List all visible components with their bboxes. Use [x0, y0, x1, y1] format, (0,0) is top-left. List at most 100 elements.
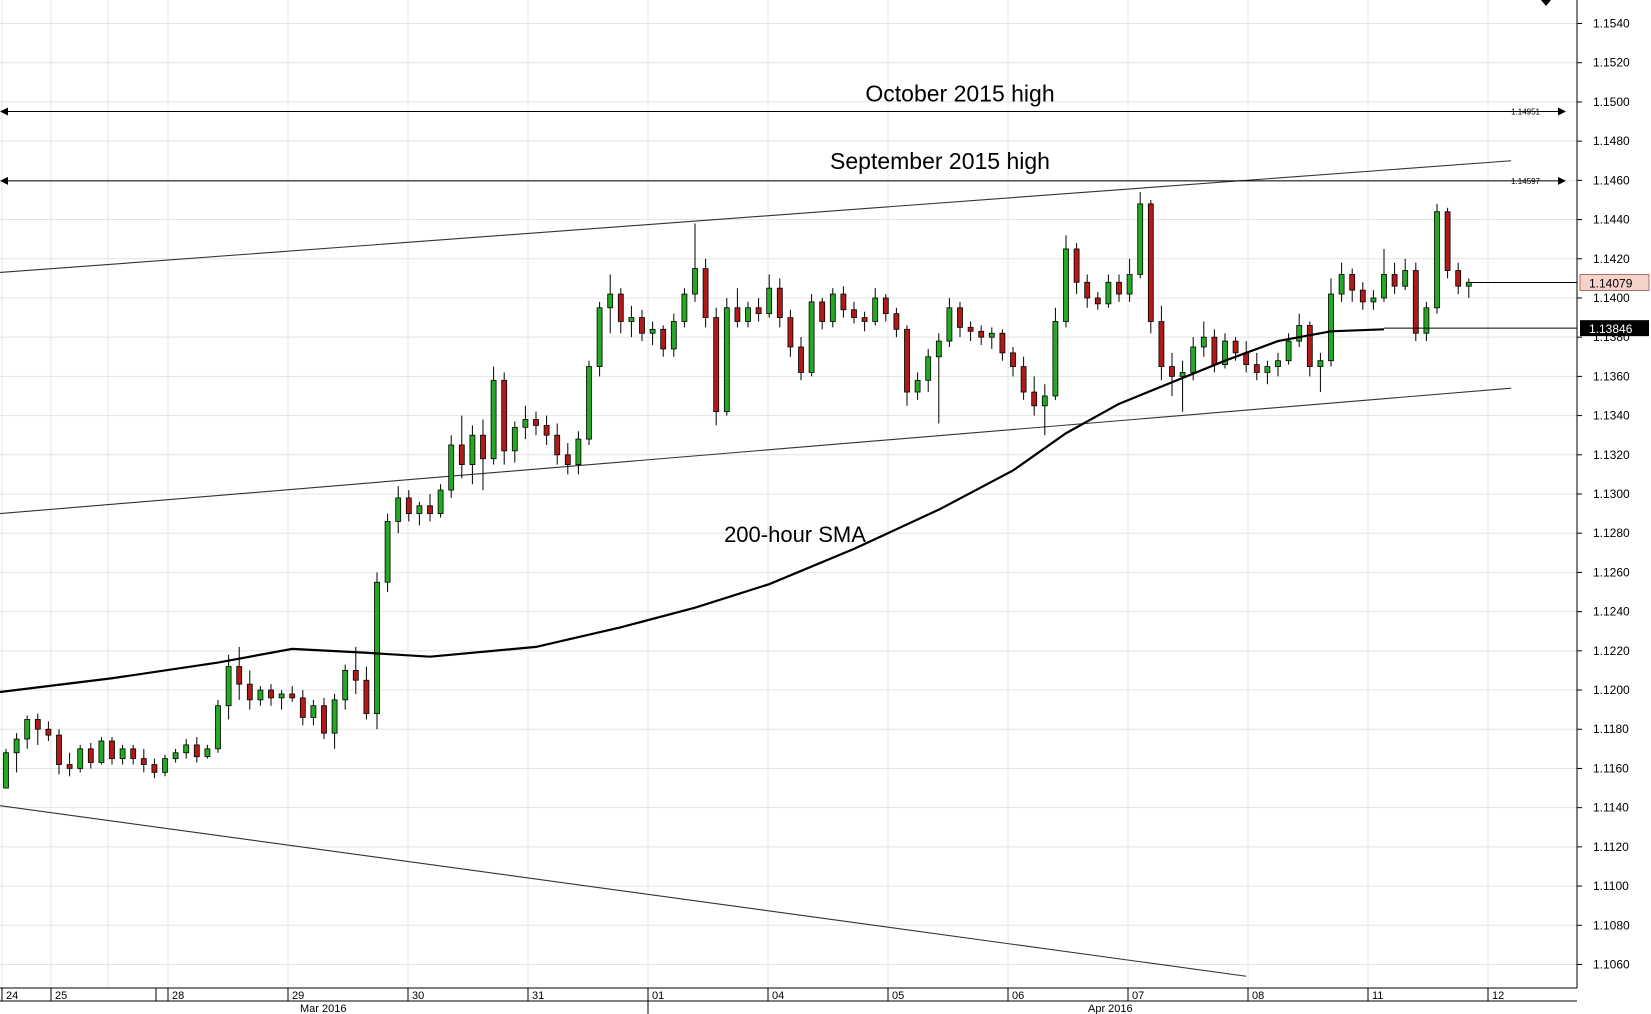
- candle-body-up: [692, 268, 698, 295]
- candle: [978, 325, 985, 346]
- candle: [904, 325, 910, 406]
- candle-body-up: [77, 748, 84, 769]
- candle-body-up: [1063, 248, 1069, 322]
- candle: [1296, 313, 1303, 347]
- candle-body-down: [289, 693, 296, 699]
- candle-body-down: [246, 683, 253, 701]
- candle-body-down: [1147, 203, 1154, 322]
- last-price-tag: [1579, 273, 1650, 291]
- candle: [363, 666, 370, 720]
- candle-body-down: [427, 505, 433, 515]
- price-tick-label: 1.1300: [1593, 487, 1630, 501]
- candle-body-down: [999, 332, 1006, 354]
- candle-body-up: [1381, 274, 1387, 299]
- candle: [967, 321, 974, 342]
- candle-body-down: [1391, 274, 1398, 287]
- candle: [628, 305, 635, 338]
- price-tick-label: 1.1480: [1593, 134, 1630, 148]
- candle-body-down: [819, 301, 826, 322]
- candle-body-up: [914, 379, 921, 393]
- candle-body-up: [3, 752, 9, 789]
- candle: [829, 288, 836, 328]
- candle: [1063, 235, 1069, 328]
- candle-body-up: [331, 699, 338, 734]
- candle: [840, 286, 847, 318]
- candle: [607, 274, 614, 334]
- candle-body-down: [405, 497, 412, 515]
- candle-body-up: [1434, 211, 1440, 309]
- candle: [1306, 321, 1313, 377]
- candle: [1126, 258, 1133, 302]
- level-price-label: 1.14951: [1511, 108, 1540, 117]
- candle: [1338, 262, 1345, 302]
- candle: [374, 572, 380, 730]
- price-tick-label: 1.1260: [1593, 565, 1630, 579]
- candle: [617, 288, 624, 334]
- price-tick-label: 1.1420: [1593, 252, 1630, 266]
- candle: [1455, 262, 1462, 295]
- candle-body-down: [543, 424, 550, 436]
- day-tick-label: 12: [1492, 990, 1504, 1002]
- candle-body-down: [1412, 270, 1419, 334]
- candle-body-down: [1455, 270, 1462, 287]
- candle: [999, 329, 1006, 361]
- candle: [204, 744, 211, 759]
- candle-body-up: [1222, 340, 1228, 366]
- candle: [596, 301, 603, 377]
- grid: [0, 0, 1577, 988]
- candle: [1359, 282, 1366, 310]
- candle-body-up: [1296, 325, 1303, 342]
- candle: [851, 301, 857, 324]
- month-tick-label: Mar 2016: [300, 1003, 346, 1014]
- candle-body-down: [1169, 366, 1175, 377]
- candle-body-up: [342, 670, 349, 701]
- candle: [87, 742, 94, 769]
- candle: [480, 419, 486, 491]
- candle: [342, 664, 349, 710]
- candle-body-down: [1010, 352, 1016, 367]
- candle: [98, 737, 105, 765]
- price-tick-label: 1.1340: [1593, 409, 1630, 423]
- candle: [151, 758, 158, 779]
- candle-body-up: [98, 740, 105, 763]
- candle-body-down: [236, 666, 243, 685]
- candle-body-down: [702, 268, 709, 318]
- candle-body-down: [321, 705, 327, 734]
- candle: [819, 297, 826, 330]
- candle: [268, 684, 274, 706]
- candle-body-down: [109, 740, 115, 760]
- candle-body-up: [935, 340, 942, 358]
- candle-body-down: [268, 689, 274, 699]
- month-tick-label: Apr 2016: [1088, 1003, 1133, 1014]
- candle-body-down: [967, 326, 974, 332]
- candle-body-up: [374, 581, 380, 714]
- candle-body-up: [522, 419, 529, 428]
- price-tick-label: 1.1120: [1593, 840, 1629, 854]
- candle: [1105, 274, 1112, 308]
- candle: [352, 646, 359, 694]
- level-annotation: October 2015 high: [865, 81, 1054, 107]
- candle-body-up: [469, 434, 476, 465]
- candle: [808, 294, 815, 377]
- candle: [935, 333, 942, 424]
- candle-body-up: [204, 748, 211, 758]
- channel-line: [0, 387, 1512, 515]
- candle-body-down: [1031, 391, 1038, 407]
- candle-body-down: [851, 309, 857, 318]
- candle: [3, 748, 9, 789]
- sma-price-tag: [1580, 320, 1649, 337]
- candle-body-up: [988, 332, 995, 338]
- candle: [1434, 203, 1440, 314]
- candle-body-up: [1423, 307, 1430, 334]
- candle: [787, 309, 794, 357]
- candle-body-up: [649, 328, 656, 334]
- candle-body-up: [13, 738, 20, 754]
- price-tick-label: 1.1140: [1593, 801, 1629, 815]
- candle: [469, 425, 476, 485]
- candle: [77, 744, 84, 773]
- channel-line: [0, 160, 1512, 274]
- candle: [1084, 274, 1091, 308]
- candle-body-up: [1275, 360, 1281, 367]
- candle: [490, 366, 497, 465]
- level-annotation: September 2015 high: [830, 148, 1050, 174]
